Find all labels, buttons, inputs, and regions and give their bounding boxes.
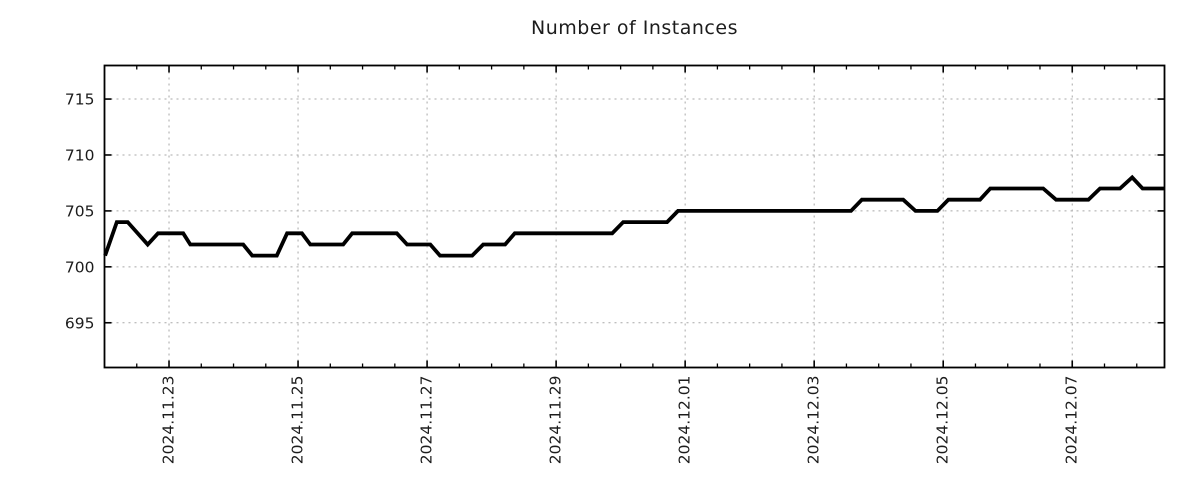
y-tick-label: 705	[65, 202, 95, 220]
x-tick-label: 2024.11.29	[547, 376, 565, 465]
y-tick-label: 715	[65, 91, 95, 109]
y-tick-label: 710	[65, 146, 95, 164]
x-tick-label: 2024.12.03	[805, 376, 823, 465]
x-tick-label: 2024.11.23	[160, 376, 178, 465]
x-tick-label: 2024.12.07	[1063, 376, 1081, 465]
chart-title: Number of Instances	[531, 17, 738, 39]
x-tick-label: 2024.12.05	[934, 376, 952, 465]
data-line-instances	[103, 174, 1165, 258]
y-tick-label: 700	[65, 258, 95, 276]
x-tick-label: 2024.11.27	[418, 376, 436, 465]
y-tick-label: 695	[65, 314, 95, 332]
plot-frame	[103, 64, 1166, 369]
x-tick-label: 2024.11.25	[289, 376, 307, 465]
x-tick-label: 2024.12.01	[676, 376, 694, 465]
